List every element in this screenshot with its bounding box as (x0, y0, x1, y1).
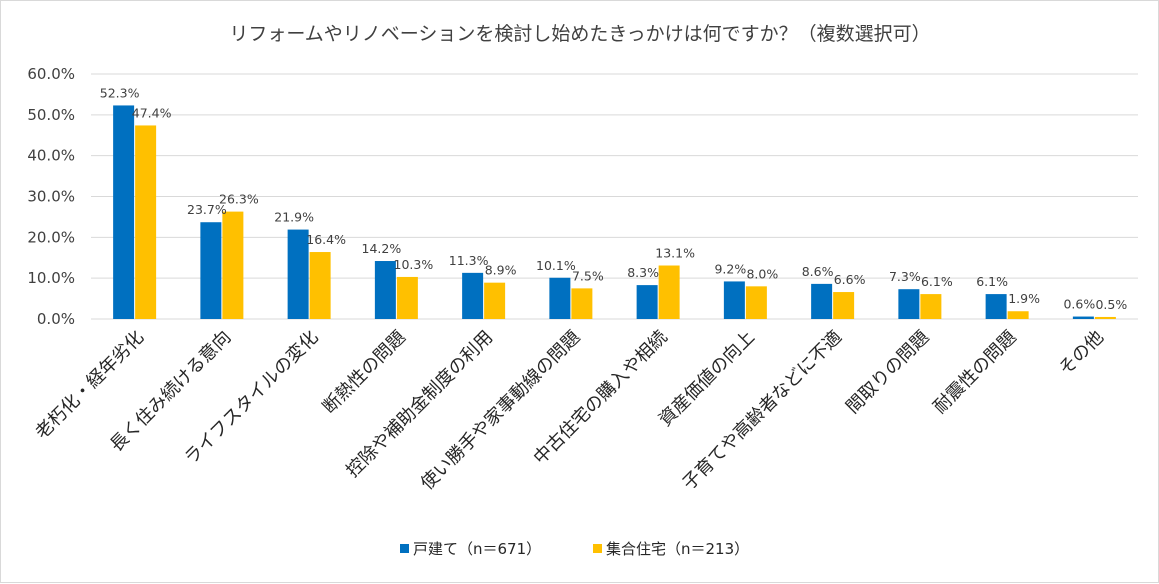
y-tick-label: 60.0% (27, 65, 75, 83)
y-axis-ticks: 0.0% 10.0% 20.0% 30.0% 40.0% 50.0% 60.0% (27, 65, 75, 328)
bar (222, 211, 244, 319)
bar (898, 289, 920, 319)
bar (200, 222, 222, 319)
bar (462, 272, 484, 319)
y-tick-label: 0.0% (37, 310, 75, 328)
data-label: 0.5% (1095, 297, 1127, 312)
data-label: 8.9% (485, 263, 517, 278)
y-tick-label: 20.0% (27, 228, 75, 246)
bar (833, 292, 855, 319)
x-category-label: その他 (1055, 327, 1108, 380)
x-category-label: 子育てや高齢者などに不適 (679, 327, 847, 495)
chart-title: リフォームやリノベーションを検討し始めたきっかけは何ですか？（複数選択可） (229, 23, 930, 45)
data-label: 8.6% (802, 264, 834, 279)
data-label: 26.3% (219, 192, 259, 207)
legend-label: 戸建て（n＝671） (413, 540, 541, 558)
data-label: 21.9% (274, 210, 314, 225)
x-category-label: 断熱性の問題 (319, 327, 410, 418)
bar (811, 283, 833, 319)
data-label: 6.1% (976, 274, 1008, 289)
data-label: 7.3% (889, 269, 921, 284)
bar (309, 252, 331, 319)
bar (636, 285, 658, 319)
data-label: 13.1% (655, 246, 695, 261)
data-label: 7.5% (572, 268, 604, 283)
x-category-label: 控除や補助金制度の利用 (342, 327, 497, 482)
bar (920, 294, 942, 319)
data-labels: 52.3% 47.4% 23.7%26.3% 21.9% 16.4% 14.2%10.3%… (100, 85, 1128, 312)
gridlines (91, 73, 1138, 320)
data-label: 6.6% (834, 272, 866, 287)
y-tick-label: 40.0% (27, 147, 75, 165)
bar (1072, 316, 1094, 319)
data-label: 23.7% (187, 202, 227, 217)
bar (374, 261, 396, 319)
x-category-label: 使い勝手や家事動線の問題 (417, 327, 585, 495)
bar (723, 281, 745, 319)
data-label: 11.3% (449, 253, 489, 268)
x-category-label: 耐震性の問題 (929, 327, 1020, 418)
data-label: 16.4% (306, 232, 346, 247)
legend-swatch (400, 544, 409, 553)
data-label: 6.1% (921, 274, 953, 289)
bar (1094, 316, 1116, 319)
bar (658, 265, 680, 319)
y-tick-label: 10.0% (27, 269, 75, 287)
x-axis-categories: 老朽化・経年劣化長く住み続ける意向ライフスタイルの変化断熱性の問題控除や補助金制… (31, 327, 1107, 495)
bar (745, 286, 767, 319)
bar (135, 125, 157, 319)
bar (287, 229, 309, 319)
data-label: 14.2% (362, 241, 402, 256)
y-tick-label: 30.0% (27, 188, 75, 206)
x-category-label: 間取りの問題 (842, 327, 933, 418)
data-label: 9.2% (714, 261, 746, 276)
data-label: 10.1% (536, 258, 576, 273)
data-label: 1.9% (1008, 291, 1040, 306)
legend-swatch (593, 544, 602, 553)
data-label: 10.3% (394, 257, 434, 272)
legend: 戸建て（n＝671） 集合住宅（n＝213） (400, 540, 749, 558)
bar (396, 276, 418, 319)
data-label: 0.6% (1063, 297, 1095, 312)
data-label: 8.3% (627, 265, 659, 280)
bar (571, 288, 593, 319)
bar (484, 282, 506, 319)
data-label: 8.0% (746, 266, 778, 281)
data-label: 52.3% (100, 85, 140, 100)
bar (1007, 311, 1029, 319)
bar (549, 277, 571, 319)
bar (113, 105, 135, 319)
y-tick-label: 50.0% (27, 106, 75, 124)
legend-label: 集合住宅（n＝213） (606, 540, 749, 558)
bar (985, 294, 1007, 319)
bars (113, 105, 1116, 319)
data-label: 47.4% (132, 105, 172, 120)
